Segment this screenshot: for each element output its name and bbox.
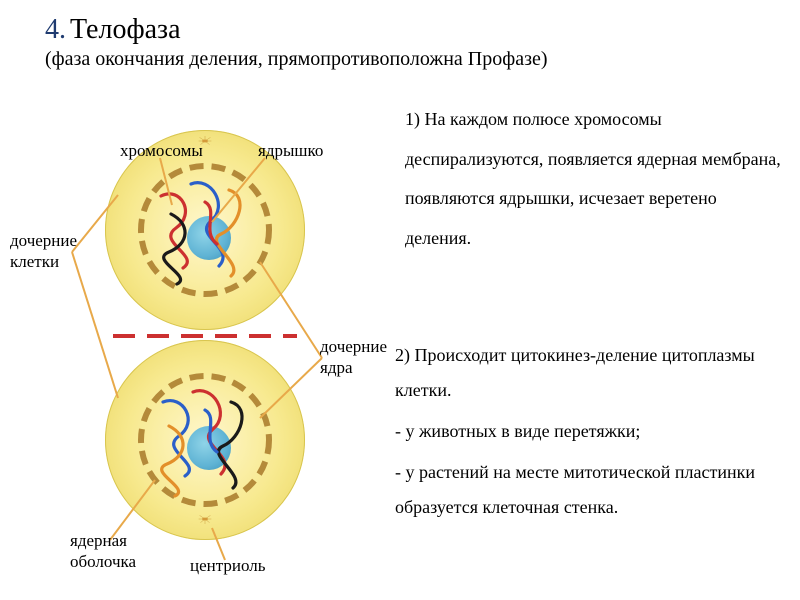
title-block: 4. Телофаза (фаза окончания деления, пря… xyxy=(45,14,765,71)
label-daughter-cells: дочерние клетки xyxy=(10,230,77,273)
title-subtitle: (фаза окончания деления, прямопротивопол… xyxy=(45,48,765,71)
body-paragraph-2: 2) Происходит цитокинез-деление цитоплаз… xyxy=(395,338,790,525)
body-p2b: - у растений на месте митотической пласт… xyxy=(395,455,790,525)
label-chromosomes: хромосомы xyxy=(120,140,203,161)
chromosomes-top xyxy=(141,166,269,294)
label-nucleolus: ядрышко xyxy=(258,140,323,161)
cleavage-furrow xyxy=(113,331,297,341)
label-daughter-nuclei: дочерние ядра xyxy=(320,336,387,379)
title-number: 4. xyxy=(45,14,66,45)
daughter-cell-bottom xyxy=(105,340,305,540)
centriole-bottom xyxy=(195,514,215,524)
label-centriole: центриоль xyxy=(190,555,266,576)
title-line: 4. Телофаза xyxy=(45,14,765,46)
body-paragraph-1: 1) На каждом полюсе хромосомы деспирализ… xyxy=(405,100,785,258)
body-p2-main: 2) Происходит цитокинез-деление цитоплаз… xyxy=(395,338,790,408)
body-p2a: - у животных в виде перетяжки; xyxy=(395,414,790,449)
chromosomes-bottom xyxy=(141,376,269,504)
title-main: Телофаза xyxy=(70,14,181,45)
label-nuclear-envelope: ядерная оболочка xyxy=(70,530,136,573)
telophase-diagram xyxy=(95,130,315,540)
